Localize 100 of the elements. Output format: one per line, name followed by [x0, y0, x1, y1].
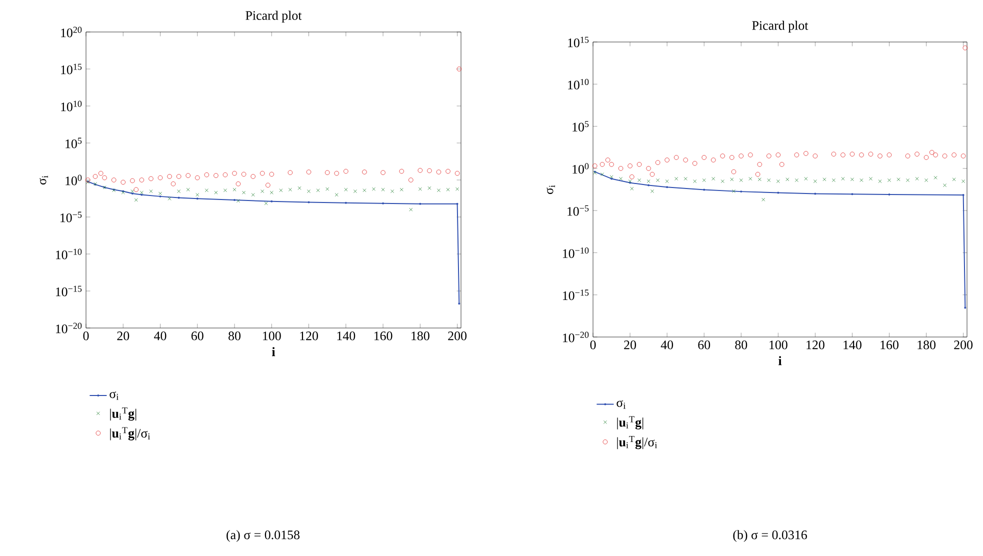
point: [732, 189, 736, 193]
point: [168, 196, 172, 200]
x-tick-label: 200: [448, 332, 467, 340]
x-tick-label: 40: [154, 332, 166, 340]
point: [906, 178, 910, 182]
point: [905, 154, 910, 158]
point: [134, 198, 138, 202]
point: [242, 190, 246, 194]
point: [629, 174, 634, 180]
point: [344, 168, 348, 174]
point: [915, 176, 919, 180]
point: [638, 178, 642, 182]
point: [609, 162, 614, 167]
y-axis-title: σ$_{i}$: [40, 176, 48, 184]
point: [306, 170, 312, 174]
x-tick-label: 20: [624, 340, 636, 350]
point: [822, 178, 826, 182]
point: [85, 178, 90, 182]
point: [236, 199, 240, 203]
point: [232, 188, 236, 192]
point: [868, 152, 874, 156]
point: [428, 186, 432, 190]
point: [762, 198, 766, 202]
point: [655, 160, 660, 165]
point: [418, 187, 422, 191]
point: [456, 66, 462, 72]
x-tick-label: 120: [806, 340, 824, 350]
point: [400, 188, 404, 192]
point: [186, 173, 190, 178]
x-tick-label: 160: [374, 332, 392, 340]
y-tick-label: 10$^{0}$: [66, 174, 82, 186]
x-axis-title: i: [272, 347, 276, 356]
point: [786, 178, 790, 182]
point: [456, 187, 460, 191]
point: [158, 175, 163, 180]
point: [176, 174, 182, 179]
x-tick-label: 180: [918, 340, 936, 350]
point: [693, 180, 697, 184]
point: [372, 187, 376, 191]
point: [665, 180, 669, 184]
point: [748, 176, 752, 180]
point: [943, 184, 947, 188]
point: [962, 46, 968, 50]
point: [418, 168, 423, 173]
point: [755, 172, 760, 177]
point: [270, 190, 274, 194]
point: [409, 208, 413, 212]
point: [362, 188, 366, 192]
point: [600, 172, 604, 176]
y-tick-label: 10$^{−20}$: [563, 332, 589, 342]
point: [170, 181, 176, 186]
x-tick-label: 160: [880, 340, 898, 350]
point: [929, 150, 934, 155]
point: [307, 190, 311, 194]
point: [436, 188, 440, 192]
y-tick-label: 10$^{10}$: [61, 100, 82, 112]
point: [684, 176, 688, 180]
point: [130, 178, 135, 184]
point: [730, 178, 734, 182]
point: [712, 176, 716, 180]
x-tick-label: 0: [590, 340, 596, 350]
point: [600, 162, 605, 167]
point: [269, 172, 274, 177]
y-tick-label: 10$^{15}$: [61, 64, 82, 74]
x-tick-label: 80: [228, 332, 240, 340]
point: [636, 162, 642, 167]
point: [592, 164, 598, 168]
point: [859, 152, 864, 158]
point: [316, 188, 320, 192]
point: [924, 155, 929, 160]
point: [878, 154, 882, 158]
point: [850, 178, 854, 182]
point: [868, 176, 872, 180]
y-tick-label: 10$^{10}$: [568, 78, 589, 90]
y-tick-label: 10$^{−5}$: [60, 212, 82, 222]
point: [120, 180, 126, 185]
point: [664, 158, 670, 162]
legend-label: σ$_{i}$: [110, 391, 119, 400]
point: [324, 170, 330, 175]
point: [279, 188, 283, 192]
point: [251, 193, 255, 197]
point: [934, 176, 938, 180]
point: [692, 160, 698, 166]
y-tick-label: 10$^{20}$: [61, 26, 82, 38]
point: [436, 170, 442, 174]
chart-title: Picard plot: [246, 10, 302, 22]
x-tick-label: 40: [660, 340, 674, 350]
chart-title: Picard plot: [752, 20, 808, 32]
y-tick-label: 10$^{−10}$: [563, 247, 589, 258]
legend-label: |u$_{i}$$^{T}$g|: [110, 407, 136, 421]
point: [610, 175, 614, 179]
point: [646, 166, 651, 171]
point: [381, 188, 385, 192]
point: [758, 178, 762, 182]
point: [952, 152, 956, 158]
x-tick-label: 0: [83, 332, 89, 340]
point: [618, 166, 624, 171]
point: [924, 178, 928, 182]
point: [702, 178, 706, 182]
point: [446, 168, 450, 174]
